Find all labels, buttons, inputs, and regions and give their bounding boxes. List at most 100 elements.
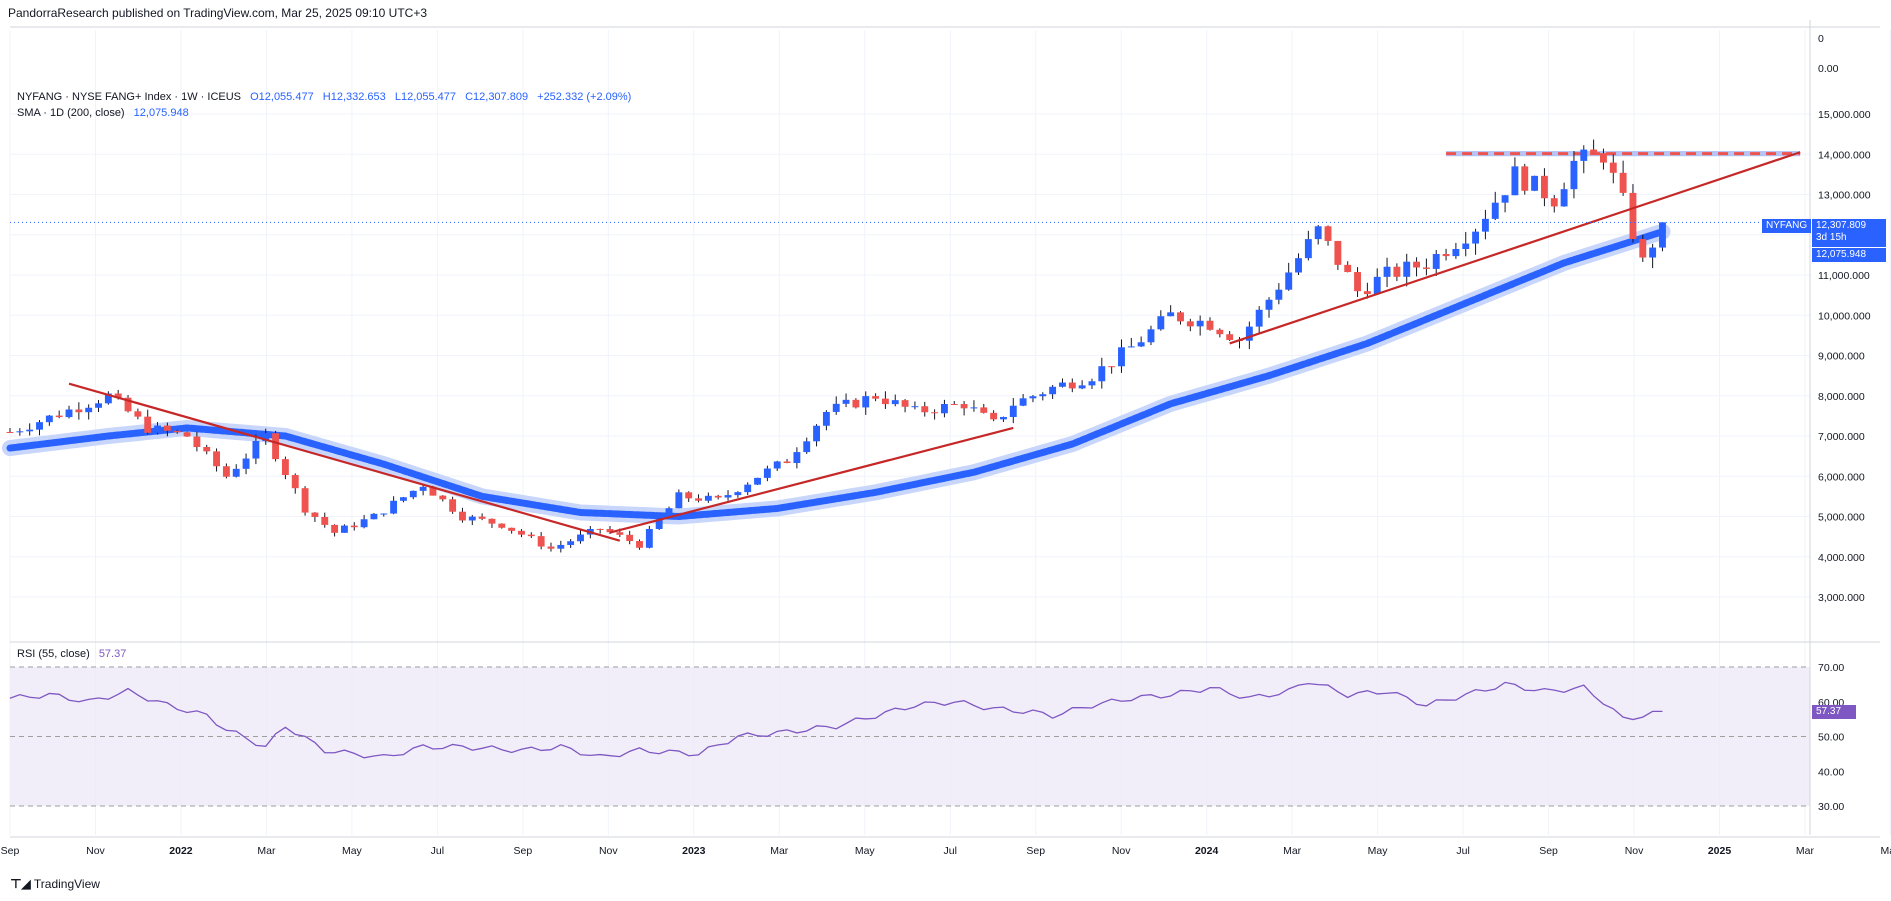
candle (390, 496, 398, 515)
candle (704, 492, 712, 503)
rsi-tick-label: 50.00 (1818, 732, 1844, 744)
candle-body (1481, 218, 1489, 232)
candle-body (1216, 329, 1224, 335)
candle-body (822, 411, 830, 426)
rsi-tick-label: 70.00 (1818, 662, 1844, 674)
candle-body (1324, 226, 1332, 241)
candle (911, 401, 919, 410)
time-tick-label: Sep (1539, 845, 1558, 857)
candle (498, 523, 506, 529)
candle-body (1629, 192, 1637, 240)
candle (1639, 234, 1647, 262)
candle-body (203, 447, 211, 452)
candle-body (1226, 334, 1234, 340)
candle (862, 391, 870, 415)
candle (1452, 242, 1460, 259)
candle (636, 539, 643, 550)
candle (822, 410, 830, 431)
candle (901, 399, 909, 413)
candle-body (1029, 396, 1037, 399)
candle (1059, 378, 1066, 388)
candle-body (990, 412, 998, 420)
candle (95, 400, 102, 413)
candle (1019, 394, 1027, 407)
candle (813, 424, 820, 447)
sma-legend[interactable]: SMA · 1D (200, close) 12,075.948 (17, 107, 189, 119)
candle-body (1383, 266, 1391, 277)
candle-body (606, 529, 614, 533)
time-tick-label: May (855, 845, 876, 857)
candle (1481, 209, 1489, 240)
uptrend-2023-line[interactable] (609, 426, 1014, 534)
candle-body (114, 393, 122, 398)
candle (439, 495, 447, 502)
candle-body (144, 416, 152, 433)
candle (1491, 191, 1499, 221)
candle-body (1039, 394, 1047, 397)
candle (1127, 337, 1135, 348)
candle-body (852, 399, 860, 408)
candle-body (488, 518, 496, 524)
candle (763, 465, 771, 482)
candle (85, 404, 93, 420)
candle-body (85, 407, 93, 413)
candle-body (960, 404, 968, 409)
candle (970, 400, 978, 412)
candle-body (498, 523, 506, 528)
candle (724, 490, 732, 501)
price-tick-label: 0 (1818, 33, 1824, 45)
candle-body (124, 397, 132, 412)
candle-body (232, 468, 240, 477)
price-tick-label: 14,000.000 (1818, 149, 1871, 161)
candle (596, 528, 604, 534)
candle (272, 430, 280, 462)
candle-body (154, 425, 161, 433)
candle-body (65, 409, 73, 418)
uptrend-2024-line[interactable] (1229, 151, 1801, 345)
candle-body (537, 536, 545, 547)
downtrend-line[interactable] (68, 382, 621, 542)
candle-body (1422, 267, 1430, 269)
time-tick-label: 2024 (1195, 845, 1219, 857)
time-tick-label: Mar (1796, 845, 1815, 857)
candle-body (872, 396, 880, 399)
candle-body (1059, 382, 1066, 387)
candle (567, 539, 575, 548)
rsi-line (9, 681, 1663, 759)
price-tick-label: 6,000.000 (1818, 471, 1865, 483)
rsi-value: 57.37 (98, 648, 127, 660)
candle-body (1118, 347, 1125, 367)
candle-body (921, 406, 929, 413)
candle-body (222, 466, 230, 477)
time-axis[interactable]: Sep Nov 2022 Mar May Jul Sep Nov 2023 Mar May Jul Se… (1, 845, 1891, 857)
candle-body (1068, 382, 1076, 389)
candle (1570, 151, 1578, 199)
candle-body (704, 495, 712, 501)
candle-body (26, 429, 34, 432)
candle (793, 447, 801, 469)
rsi-legend[interactable]: RSI (55, close) 57.37 (17, 648, 126, 660)
candle-body (1009, 405, 1017, 417)
candle-body (557, 544, 565, 549)
candle (940, 399, 948, 418)
trendlines[interactable] (10, 151, 1810, 542)
time-tick-label: Sep (1, 845, 20, 857)
candle (154, 422, 161, 435)
price-axis[interactable]: 3,000.000 4,000.000 5,000.000 6,000.000 7,00… (1818, 33, 1871, 813)
candle-body (950, 403, 958, 405)
candle (1029, 394, 1037, 403)
candle-body (370, 513, 378, 520)
last-price-tag: 12,307.809 3d 15h (1812, 219, 1886, 247)
candle-body (340, 525, 348, 533)
price-tick-label: 3,000.000 (1818, 592, 1865, 604)
symbol-legend[interactable]: NYFANG · NYSE FANG+ Index · 1W · ICEUS O… (17, 91, 631, 103)
candle (350, 522, 358, 531)
footer-brand[interactable]: ⊤◢ TradingView (10, 876, 100, 892)
candle (301, 486, 309, 516)
candle (1137, 336, 1145, 347)
candle (1619, 160, 1627, 196)
candle-body (1550, 198, 1558, 207)
rsi-band (10, 666, 1810, 807)
candle (449, 496, 457, 514)
